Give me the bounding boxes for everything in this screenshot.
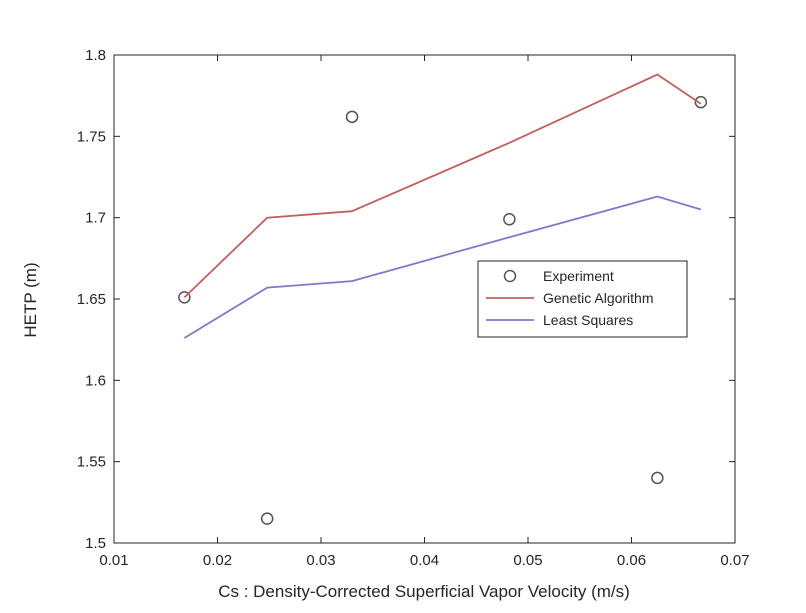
legend-label-experiment: Experiment: [543, 268, 614, 284]
y-tick-label: 1.55: [77, 454, 106, 471]
genetic-algorithm-line: [183, 73, 702, 299]
y-tick-label: 1.65: [77, 291, 106, 308]
y-tick-label: 1.8: [85, 47, 106, 64]
experiment-point: [345, 110, 359, 124]
legend: Experiment Genetic Algorithm Least Squares: [477, 260, 688, 338]
experiment-point: [260, 512, 274, 525]
x-tick-label: 0.07: [720, 552, 749, 569]
y-tick-label: 1.5: [85, 535, 106, 552]
y-tick-label: 1.7: [85, 210, 106, 227]
series: [178, 73, 708, 525]
y-tick-label: 1.75: [77, 128, 106, 145]
x-tick-label: 0.05: [513, 552, 542, 569]
x-tick-label: 0.06: [617, 552, 646, 569]
y-tick-label: 1.6: [85, 372, 106, 389]
experiment-point: [651, 471, 664, 485]
x-tick-label: 0.01: [99, 552, 128, 569]
x-tick-label: 0.03: [306, 552, 335, 569]
legend-label-genetic-algorithm: Genetic Algorithm: [543, 290, 654, 306]
x-tick-label: 0.04: [410, 552, 439, 569]
experiment-point: [178, 291, 191, 304]
legend-label-least-squares: Least Squares: [543, 312, 633, 328]
experiment-point: [694, 95, 708, 109]
least-squares-line: [183, 195, 702, 339]
y-axis-label: HETP (m): [21, 262, 40, 337]
experiment-point: [503, 213, 516, 226]
x-axis-label: Cs : Density-Corrected Superficial Vapor…: [218, 582, 630, 601]
ticks: 0.01 0.02 0.03 0.04 0.05 0.06 0.07 1.5 1.55 1.6 1.…: [77, 47, 750, 569]
legend-swatch-experiment: [503, 269, 517, 283]
x-tick-label: 0.02: [203, 552, 232, 569]
legend-box: [477, 260, 688, 338]
